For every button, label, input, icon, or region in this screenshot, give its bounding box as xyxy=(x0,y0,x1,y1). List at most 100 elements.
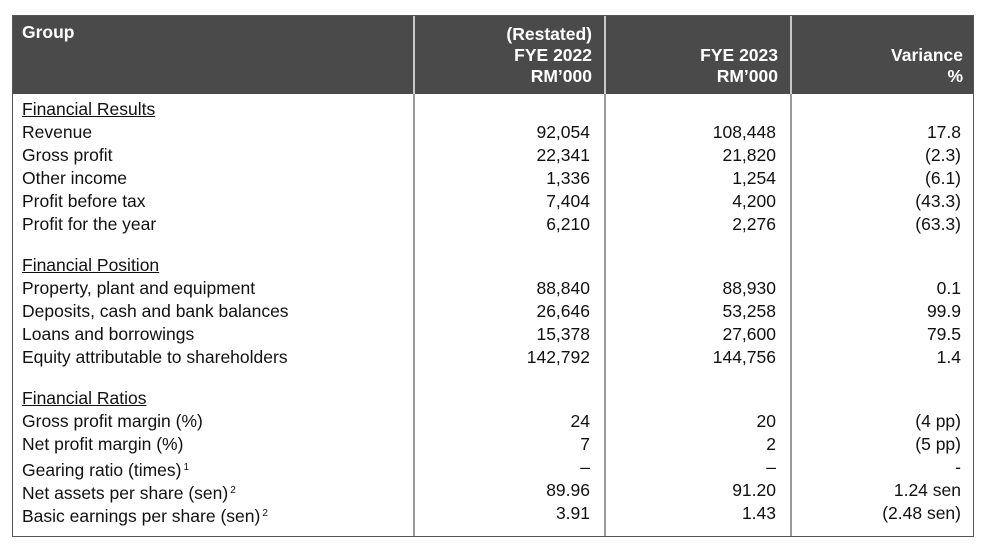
header-divider xyxy=(413,16,415,94)
row-label: Gross profit margin (%) xyxy=(22,411,203,431)
row-label: Basic earnings per share (sen) xyxy=(22,506,261,526)
header-variance: Variance % xyxy=(790,16,975,94)
row-label: Gross profit xyxy=(22,145,113,165)
variance-value: 99.9 xyxy=(926,301,961,321)
fye2022-value: 92,054 xyxy=(536,122,590,142)
variance-value: - xyxy=(955,457,961,477)
header-divider xyxy=(604,16,606,94)
fye2022-value: 6,210 xyxy=(546,214,590,234)
table-header: Group (Restated) FYE 2022 RM’000 FYE 202… xyxy=(13,16,973,94)
column-dividers xyxy=(13,94,973,536)
fye2023-value: 91.20 xyxy=(732,480,776,500)
fye2022-value: 89.96 xyxy=(546,480,590,500)
fye2022-value: 24 xyxy=(570,411,590,431)
fye2022-value: 26,646 xyxy=(536,301,590,321)
footnote-marker: 1 xyxy=(183,462,190,473)
row-label-with-note: Net assets per share (sen) 2 xyxy=(22,479,236,505)
header-fye2023-line1: FYE 2023 xyxy=(700,45,778,65)
variance-value: 1.4 xyxy=(936,347,961,367)
header-fye2022-line3: RM’000 xyxy=(530,66,592,86)
table-row: Equity attributable to shareholders 142,… xyxy=(13,346,973,369)
financial-table: Group (Restated) FYE 2022 RM’000 FYE 202… xyxy=(12,15,974,537)
header-fye2022-line2: FYE 2022 xyxy=(514,45,592,65)
fye2022-value: 1,336 xyxy=(546,168,590,188)
fye2022-value: 15,378 xyxy=(536,324,590,344)
fye2023-value: 21,820 xyxy=(722,145,776,165)
fye2023-value: 4,200 xyxy=(732,191,776,211)
footnote-marker: 2 xyxy=(230,485,236,496)
table-row: Gearing ratio (times) 1 – – - xyxy=(13,456,973,482)
section-title-row: Financial Results xyxy=(13,98,973,121)
footnote-marker: 2 xyxy=(262,508,268,519)
fye2023-value: 144,756 xyxy=(712,347,776,367)
header-fye2022: (Restated) FYE 2022 RM’000 xyxy=(413,16,604,94)
header-fye2023: FYE 2023 RM’000 xyxy=(604,16,790,94)
row-label: Revenue xyxy=(22,122,93,142)
variance-value: (2.3) xyxy=(925,145,961,165)
fye2023-value: 2,276 xyxy=(732,214,776,234)
section-title: Financial Ratios xyxy=(22,388,147,408)
fye2022-value: 88,840 xyxy=(536,278,590,298)
fye2022-value: – xyxy=(580,457,590,477)
section-title: Financial Results xyxy=(22,99,156,119)
table-row: Basic earnings per share (sen) 2 3.91 1.4… xyxy=(13,502,973,528)
variance-value: (4 pp) xyxy=(915,411,961,431)
table-row: Net assets per share (sen) 2 89.96 91.20 … xyxy=(13,479,973,505)
table-row: Loans and borrowings 15,378 27,600 79.5 xyxy=(13,323,973,346)
header-fye2023-line2: RM’000 xyxy=(716,66,778,86)
variance-value: (63.3) xyxy=(915,214,961,234)
column-divider xyxy=(413,94,415,536)
variance-value: 17.8 xyxy=(926,122,961,142)
row-label: Profit before tax xyxy=(22,191,146,211)
header-variance-line2: % xyxy=(947,66,963,86)
fye2023-value: 88,930 xyxy=(722,278,776,298)
table-body: Financial Results Revenue 92,054 108,448… xyxy=(13,98,973,543)
variance-value: 1.24 sen xyxy=(893,480,961,500)
column-divider xyxy=(604,94,606,536)
fye2023-value: 20 xyxy=(756,411,776,431)
row-label: Equity attributable to shareholders xyxy=(22,347,288,367)
variance-value: (2.48 sen) xyxy=(882,503,961,523)
section-title: Financial Position xyxy=(22,255,160,275)
fye2023-value: 27,600 xyxy=(722,324,776,344)
row-label: Loans and borrowings xyxy=(22,324,195,344)
header-fye2022-line1: (Restated) xyxy=(506,24,592,44)
fye2023-value: 1.43 xyxy=(741,503,776,523)
row-label-with-note: Basic earnings per share (sen) 2 xyxy=(22,502,268,528)
fye2022-value: 22,341 xyxy=(536,145,590,165)
table-row: Profit for the year 6,210 2,276 (63.3) xyxy=(13,213,973,236)
section-financial-position: Financial Position Property, plant and e… xyxy=(13,254,973,369)
fye2022-value: 7 xyxy=(580,434,590,454)
variance-value: (43.3) xyxy=(915,191,961,211)
fye2023-value: 108,448 xyxy=(712,122,776,142)
table-row: Net profit margin (%) 7 2 (5 pp) xyxy=(13,433,973,456)
fye2023-value: 53,258 xyxy=(722,301,776,321)
fye2022-value: 3.91 xyxy=(555,503,590,523)
fye2022-value: 142,792 xyxy=(526,347,590,367)
row-label-with-note: Gearing ratio (times) 1 xyxy=(22,456,189,482)
table-row: Gross profit margin (%) 24 20 (4 pp) xyxy=(13,410,973,433)
fye2023-value: – xyxy=(766,457,776,477)
table-row: Other income 1,336 1,254 (6.1) xyxy=(13,167,973,190)
header-variance-line1: Variance xyxy=(891,45,963,65)
row-label: Profit for the year xyxy=(22,214,157,234)
variance-value: 0.1 xyxy=(936,278,961,298)
section-title-row: Financial Position xyxy=(13,254,973,277)
fye2022-value: 7,404 xyxy=(546,191,590,211)
column-divider xyxy=(790,94,792,536)
row-label: Net profit margin (%) xyxy=(22,434,184,454)
table-row: Deposits, cash and bank balances 26,646 … xyxy=(13,300,973,323)
table-row: Revenue 92,054 108,448 17.8 xyxy=(13,121,973,144)
variance-value: (5 pp) xyxy=(915,434,961,454)
table-row: Gross profit 22,341 21,820 (2.3) xyxy=(13,144,973,167)
row-label: Other income xyxy=(22,168,128,188)
section-financial-ratios: Financial Ratios Gross profit margin (%)… xyxy=(13,387,973,528)
row-label: Gearing ratio (times) xyxy=(22,460,182,480)
fye2023-value: 1,254 xyxy=(732,168,776,188)
section-financial-results: Financial Results Revenue 92,054 108,448… xyxy=(13,98,973,236)
variance-value: 79.5 xyxy=(926,324,961,344)
section-title-row: Financial Ratios xyxy=(13,387,973,410)
row-label: Property, plant and equipment xyxy=(22,278,256,298)
row-label: Deposits, cash and bank balances xyxy=(22,301,289,321)
variance-value: (6.1) xyxy=(925,168,961,188)
